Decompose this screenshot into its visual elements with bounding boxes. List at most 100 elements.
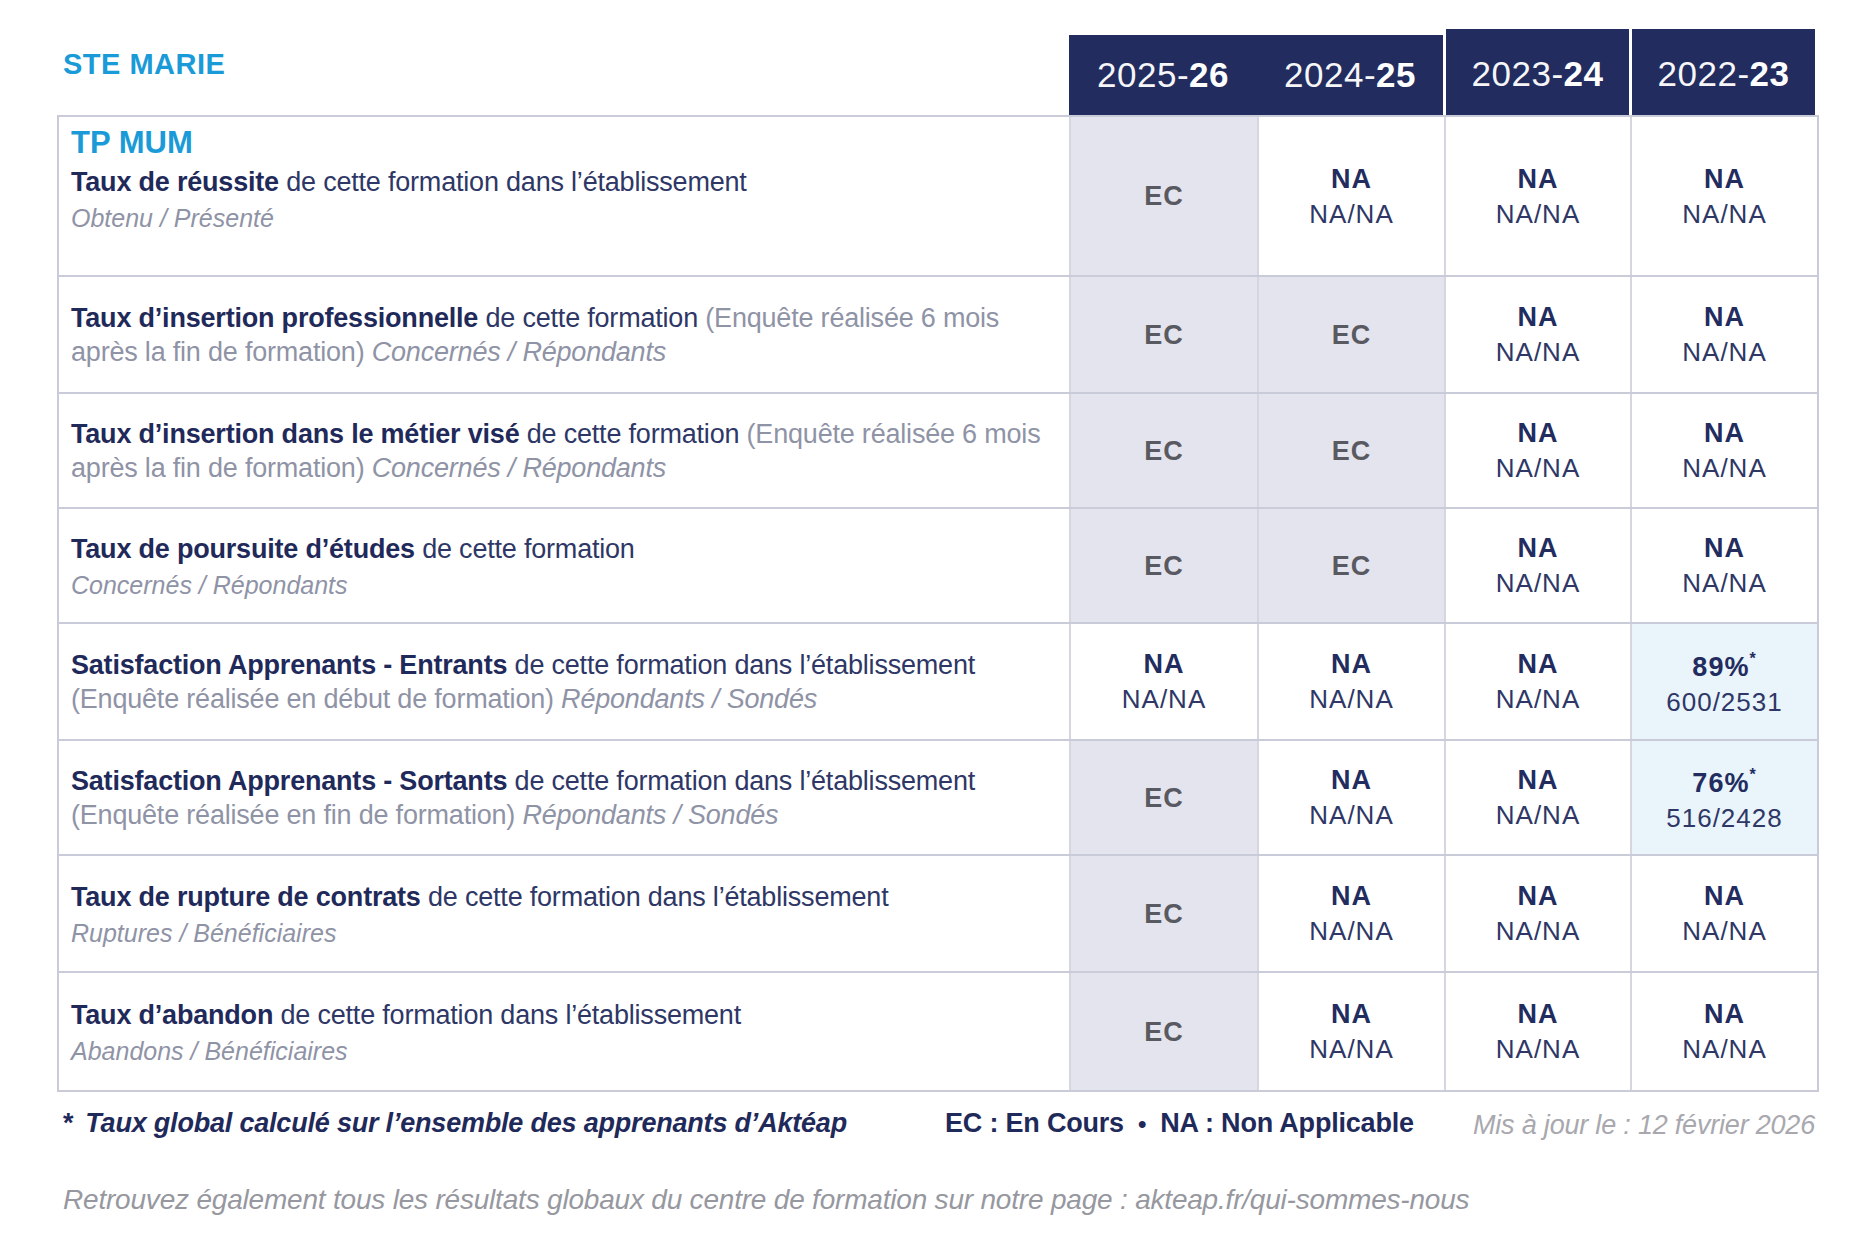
row-description: de cette formation dans l’établissement [507, 650, 975, 680]
cell-main-value: NA [1331, 881, 1372, 911]
cell-main-value: EC [1144, 320, 1184, 350]
cell-ratio-value: NA/NA [1496, 453, 1580, 483]
row-title: Taux de réussite [71, 167, 279, 197]
value-cell: NA NA/NA [1630, 117, 1817, 275]
row-title: Satisfaction Apprenants - Entrants [71, 650, 507, 680]
cell-ratio-value: NA/NA [1309, 684, 1393, 714]
cell-main-value: NA [1518, 418, 1559, 448]
cell-main-value: NA [1518, 881, 1559, 911]
row-label-text: Satisfaction Apprenants - Entrants de ce… [71, 648, 1041, 716]
year-suffix: 25 [1376, 55, 1416, 95]
row-ratio-label-inline: Concernés / Répondants [364, 453, 666, 483]
footnote-text: Taux global calculé sur l’ensemble des a… [85, 1108, 847, 1138]
value-cell: EC [1069, 856, 1257, 971]
cell-ratio-value: 600/2531 [1666, 687, 1782, 717]
row-label: Satisfaction Apprenants - Sortants de ce… [59, 741, 1069, 854]
row-description: de cette formation dans l’établissement [279, 167, 747, 197]
cell-ratio-value: NA/NA [1309, 199, 1393, 229]
cell-main-value: NA [1518, 302, 1559, 332]
table-row: Satisfaction Apprenants - Entrants de ce… [59, 622, 1817, 739]
row-label: Taux de rupture de contrats de cette for… [59, 856, 1069, 971]
cell-ratio-value: NA/NA [1122, 684, 1206, 714]
value-cell: NA NA/NA [1444, 973, 1630, 1090]
value-cell: EC [1257, 277, 1444, 392]
cell-main-value: EC [1144, 551, 1184, 581]
row-title: Taux de rupture de contrats [71, 882, 421, 912]
value-cell: NA NA/NA [1444, 117, 1630, 275]
table-row: Taux d’insertion dans le métier visé de … [59, 392, 1817, 507]
value-cell: 89%* 600/2531 [1630, 624, 1817, 739]
footnote: * Taux global calculé sur l’ensemble des … [63, 1108, 847, 1139]
cell-ratio-value: NA/NA [1496, 916, 1580, 946]
row-title: Taux d’insertion professionnelle [71, 303, 478, 333]
value-cell: EC [1257, 509, 1444, 622]
year-header-row: 2025-26 2024-25 2023-24 2022-23 [1069, 29, 1815, 119]
row-ratio-label: Obtenu / Présenté [71, 203, 1041, 233]
value-cell: NA NA/NA [1630, 394, 1817, 507]
row-ratio-label-inline: Concernés / Répondants [364, 337, 666, 367]
row-ratio-label: Abandons / Bénéficiaires [71, 1036, 1041, 1066]
row-label-text: Taux d’abandon de cette formation dans l… [71, 998, 1041, 1032]
program-title: TP MUM [71, 125, 1041, 161]
year-prefix: 2025- [1097, 55, 1189, 95]
value-cell: NA NA/NA [1444, 856, 1630, 971]
row-title: Taux de poursuite d’études [71, 534, 415, 564]
year-prefix: 2024- [1284, 55, 1376, 95]
row-description: de cette formation [519, 419, 739, 449]
year-suffix: 23 [1750, 54, 1790, 94]
value-cell: NA NA/NA [1444, 509, 1630, 622]
value-cell: NA NA/NA [1257, 973, 1444, 1090]
row-ratio-label: Concernés / Répondants [71, 570, 1041, 600]
cell-ratio-value: NA/NA [1496, 337, 1580, 367]
value-cell: NA NA/NA [1444, 394, 1630, 507]
cell-main-value: EC [1144, 436, 1184, 466]
cell-ratio-value: NA/NA [1309, 916, 1393, 946]
legend-separator-dot: • [1138, 1110, 1146, 1138]
results-report-page: STE MARIE 2025-26 2024-25 2023-24 2022-2… [0, 0, 1875, 1250]
row-label-text: Taux d’insertion professionnelle de cett… [71, 301, 1041, 369]
cell-main-value: NA [1144, 649, 1185, 679]
row-label: Taux d’insertion professionnelle de cett… [59, 277, 1069, 392]
row-title: Taux d’insertion dans le métier visé [71, 419, 519, 449]
asterisk-marker: * [1749, 650, 1756, 667]
cell-ratio-value: NA/NA [1496, 684, 1580, 714]
asterisk-marker: * [1749, 766, 1756, 783]
cell-main-value: EC [1144, 181, 1184, 211]
cell-main-value: NA [1704, 999, 1745, 1029]
cell-main-value: NA [1331, 999, 1372, 1029]
cell-main-value: NA [1704, 164, 1745, 194]
cell-main-value: NA [1704, 533, 1745, 563]
row-label-text: Taux de poursuite d’études de cette form… [71, 532, 1041, 566]
cell-main-value: EC [1144, 1017, 1184, 1047]
row-title: Taux d’abandon [71, 1000, 273, 1030]
value-cell: EC [1069, 394, 1257, 507]
cell-main-value: EC [1144, 783, 1184, 813]
cell-ratio-value: NA/NA [1682, 916, 1766, 946]
cell-ratio-value: NA/NA [1309, 800, 1393, 830]
value-cell: NA NA/NA [1444, 624, 1630, 739]
row-label-text: Satisfaction Apprenants - Sortants de ce… [71, 764, 1041, 832]
table-row: Taux de poursuite d’études de cette form… [59, 507, 1817, 622]
value-cell: NA NA/NA [1444, 277, 1630, 392]
row-label: Taux de poursuite d’études de cette form… [59, 509, 1069, 622]
row-description: de cette formation dans l’établissement [421, 882, 889, 912]
cell-main-value: EC [1332, 436, 1372, 466]
footnote-star: * [63, 1108, 73, 1138]
cell-main-value: NA [1704, 881, 1745, 911]
footer-link-text: Retrouvez également tous les résultats g… [63, 1184, 1135, 1215]
row-label: Satisfaction Apprenants - Entrants de ce… [59, 624, 1069, 739]
row-label-text: Taux de réussite de cette formation dans… [71, 165, 1041, 199]
row-description: de cette formation [415, 534, 635, 564]
cell-ratio-value: 516/2428 [1666, 803, 1782, 833]
row-survey-note: (Enquête réalisée en fin de formation) [71, 800, 515, 830]
cell-main-value: NA [1518, 649, 1559, 679]
footer-link[interactable]: akteap.fr/qui-sommes-nous [1135, 1184, 1469, 1215]
table-row: TP MUM Taux de réussite de cette formati… [59, 117, 1817, 275]
value-cell: EC [1257, 394, 1444, 507]
abbreviation-legend: EC : En Cours • NA : Non Applicable [945, 1108, 1414, 1139]
year-column-header: 2024-25 [1257, 35, 1443, 115]
value-cell: NA NA/NA [1257, 117, 1444, 275]
value-cell: NA NA/NA [1630, 856, 1817, 971]
cell-ratio-value: NA/NA [1496, 800, 1580, 830]
value-cell: EC [1069, 741, 1257, 854]
